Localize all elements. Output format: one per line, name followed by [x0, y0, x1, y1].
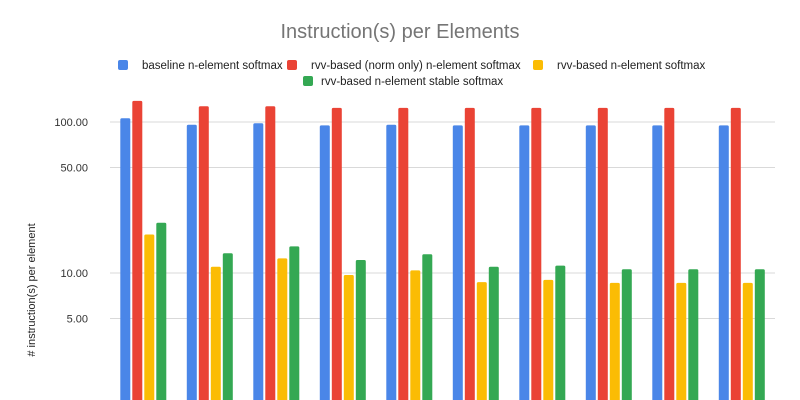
bars: [120, 100, 765, 400]
bar: [452, 125, 463, 400]
legend-label-norm-only: rvv-based (norm only) n-element softmax: [311, 60, 521, 72]
bar: [676, 282, 687, 400]
bar: [730, 107, 741, 400]
legend-swatch-rvv: [533, 60, 543, 70]
bar: [253, 123, 264, 400]
legend-swatch-stable: [303, 76, 313, 86]
bar: [265, 106, 276, 400]
bar: [488, 266, 499, 400]
bar: [476, 282, 487, 400]
bar: [331, 107, 342, 400]
bar: [464, 107, 475, 400]
bar: [742, 282, 753, 400]
bar: [543, 279, 554, 400]
bar: [289, 246, 300, 400]
gridlines: [110, 121, 775, 319]
bar: [277, 258, 288, 400]
y-axis-title: # instruction(s) per element: [26, 223, 38, 356]
legend: baseline n-element softmax rvv-based (no…: [118, 60, 706, 88]
bar: [422, 254, 433, 400]
bar: [531, 107, 542, 400]
bar: [621, 269, 632, 400]
bar: [597, 107, 608, 400]
y-tick-label: 10.00: [60, 268, 88, 280]
bar: [156, 222, 167, 400]
bar: [386, 124, 397, 400]
legend-label-rvv: rvv-based n-element softmax: [557, 60, 706, 72]
bar: [355, 260, 366, 400]
bar: [198, 106, 209, 400]
y-tick-labels: 5.00 10.00 50.00 100.00: [54, 117, 88, 325]
bar: [186, 124, 197, 400]
bar: [519, 125, 530, 400]
bar: [144, 234, 155, 400]
bar: [222, 253, 233, 400]
y-tick-label: 50.00: [60, 162, 88, 174]
bar: [688, 269, 699, 400]
legend-label-stable: rvv-based n-element stable softmax: [321, 76, 503, 88]
bar: [718, 125, 729, 400]
legend-swatch-norm-only: [287, 60, 297, 70]
bar: [609, 282, 620, 400]
y-tick-label: 100.00: [54, 117, 88, 129]
bar: [664, 107, 675, 400]
bar: [343, 275, 354, 400]
bar: [398, 107, 409, 400]
bar: [210, 266, 221, 400]
bar: [555, 265, 566, 400]
bar: [319, 125, 330, 400]
bar: [410, 270, 421, 400]
y-tick-label: 5.00: [67, 313, 88, 325]
legend-swatch-baseline: [118, 60, 128, 70]
bar: [754, 269, 765, 400]
chart-title: Instruction(s) per Elements: [281, 21, 520, 43]
bar: [585, 125, 596, 400]
legend-label-baseline: baseline n-element softmax: [142, 60, 283, 72]
bar: [652, 125, 663, 400]
bar: [132, 100, 143, 400]
bar: [120, 118, 131, 400]
